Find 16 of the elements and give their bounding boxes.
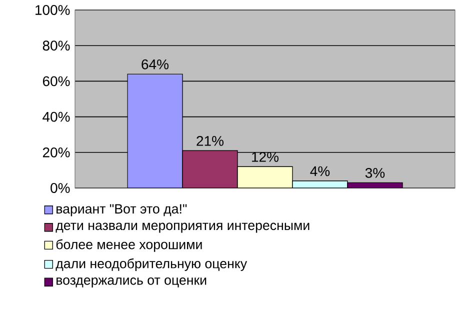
data-label: 21% <box>196 136 224 146</box>
legend-label: воздержались от оценки <box>56 278 206 288</box>
legend-label: более менее хорошими <box>56 239 202 252</box>
y-tick-label: 60% <box>42 76 70 86</box>
data-label: 64% <box>142 59 168 70</box>
y-tick-label: 40% <box>42 112 70 122</box>
legend-label: вариант "Вот это да!" <box>56 204 187 216</box>
legend-label: дали неодобрительную оценку <box>56 258 248 271</box>
y-tick-label: 0% <box>50 183 70 193</box>
data-label: 12% <box>252 152 278 162</box>
data-label: 4% <box>310 166 330 176</box>
y-tick-label: 100% <box>36 5 70 15</box>
data-label: 3% <box>365 168 385 178</box>
y-tick-label: 20% <box>42 147 70 158</box>
legend-label: дети назвали мероприятия интересными <box>56 222 310 233</box>
y-tick-label: 80% <box>42 40 70 51</box>
